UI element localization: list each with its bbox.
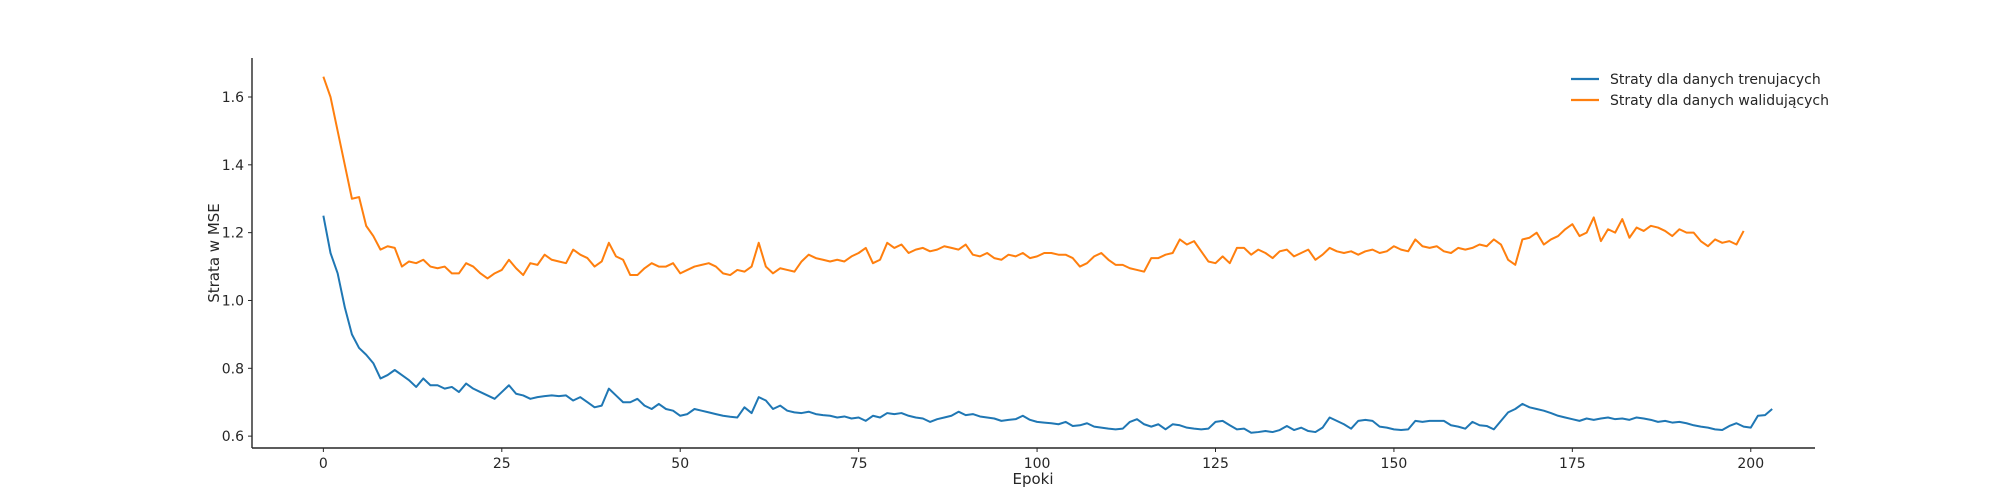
x-tick-label: 100 xyxy=(1024,456,1051,472)
x-tick-label: 200 xyxy=(1737,456,1764,472)
validation-loss-line xyxy=(322,76,1745,280)
legend: Straty dla danych trenujacych Straty dla… xyxy=(1571,72,1829,109)
ticks-layer: 0 25 50 75 100 125 150 175 200 0.6 0.8 1.0 1.2 1.4 1.6 xyxy=(222,90,1764,472)
x-tick-label: 75 xyxy=(850,456,868,472)
x-tick-label: 175 xyxy=(1559,456,1586,472)
x-tick-label: 0 xyxy=(319,456,328,472)
y-tick-label: 0.8 xyxy=(222,361,244,377)
legend-label-validation: Straty dla danych walidujących xyxy=(1610,93,1829,109)
y-tick-label: 0.6 xyxy=(222,429,244,445)
series-layer xyxy=(322,76,1773,434)
train-loss-line xyxy=(322,215,1773,434)
legend-label-train: Straty dla danych trenujacych xyxy=(1610,72,1821,88)
y-axis-label: Strata w MSE xyxy=(205,203,223,303)
y-tick-label: 1.4 xyxy=(222,158,244,174)
y-tick-label: 1.0 xyxy=(222,293,244,309)
x-axis-label: Epoki xyxy=(1012,470,1053,488)
x-tick-label: 150 xyxy=(1381,456,1408,472)
y-tick-label: 1.2 xyxy=(222,226,244,242)
y-tick-label: 1.6 xyxy=(222,90,244,106)
x-tick-label: 125 xyxy=(1202,456,1229,472)
x-tick-label: 50 xyxy=(671,456,689,472)
x-tick-label: 25 xyxy=(493,456,511,472)
